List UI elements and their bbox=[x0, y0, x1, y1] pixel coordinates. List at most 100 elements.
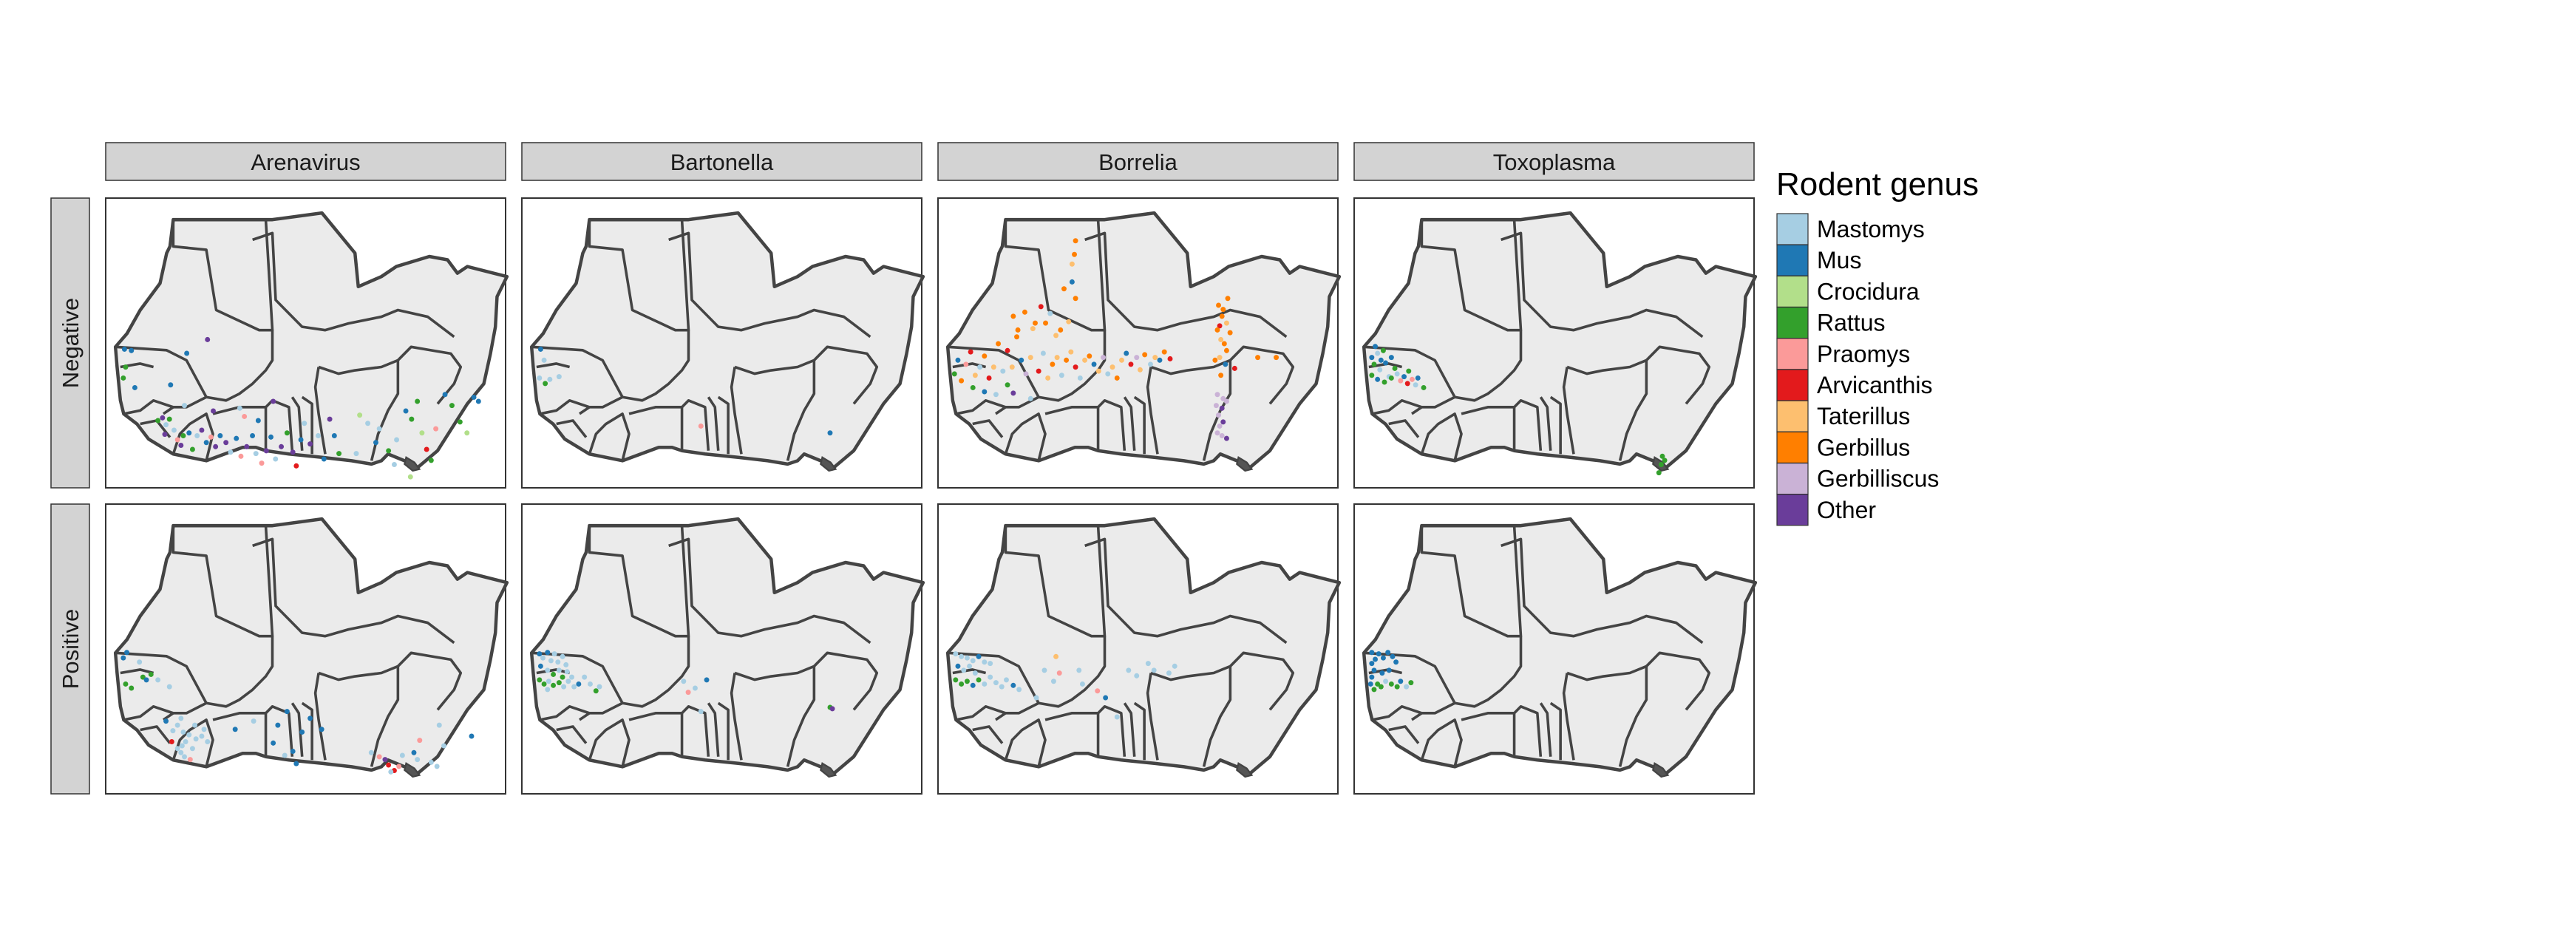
sample-point-rattus bbox=[551, 682, 557, 688]
sample-point-mastomys bbox=[316, 432, 321, 438]
sample-point-mastomys bbox=[1375, 350, 1381, 356]
sample-point-mus bbox=[1223, 361, 1228, 367]
sample-point-other bbox=[382, 757, 388, 763]
sample-point-arvicanthis bbox=[1128, 361, 1134, 367]
sample-point-mastomys bbox=[564, 669, 570, 675]
sample-point-gerbillus bbox=[1220, 307, 1226, 313]
map-panel-arenavirus-negative bbox=[105, 197, 507, 489]
sample-point-other bbox=[1220, 419, 1226, 425]
sample-point-other bbox=[271, 398, 276, 404]
sample-point-mastomys bbox=[189, 746, 195, 752]
sample-point-mastomys bbox=[588, 681, 593, 687]
sample-point-mastomys bbox=[436, 722, 442, 728]
sample-point-mastomys bbox=[982, 659, 988, 665]
sample-point-crocidura bbox=[357, 412, 363, 418]
sample-point-mastomys bbox=[388, 769, 394, 775]
sample-points bbox=[1367, 650, 1414, 693]
sample-point-rattus bbox=[120, 375, 126, 381]
sample-points bbox=[951, 238, 1279, 441]
legend-swatch bbox=[1776, 275, 1809, 307]
sample-point-praomys bbox=[433, 426, 439, 432]
sample-point-rattus bbox=[1388, 681, 1394, 687]
sample-point-rattus bbox=[1382, 379, 1387, 385]
sample-point-mastomys bbox=[565, 679, 571, 684]
sample-point-mastomys bbox=[597, 684, 602, 690]
sample-point-mus bbox=[1369, 355, 1375, 361]
sample-point-mus bbox=[143, 677, 149, 683]
sample-point-mastomys bbox=[681, 679, 687, 684]
sample-points bbox=[953, 651, 1177, 720]
sample-point-mus bbox=[234, 435, 239, 441]
sample-point-mastomys bbox=[178, 715, 184, 721]
sample-point-praomys bbox=[242, 413, 248, 419]
sample-point-mastomys bbox=[548, 658, 554, 664]
sample-point-mastomys bbox=[545, 667, 551, 673]
facet-strip-label: Arenavirus bbox=[251, 149, 360, 175]
sample-point-mus bbox=[403, 408, 409, 414]
sample-point-gerbillus bbox=[1022, 309, 1027, 315]
sample-point-taterillus bbox=[1152, 355, 1158, 361]
facet-strip-negative: Negative bbox=[50, 197, 90, 489]
legend-swatch bbox=[1776, 462, 1809, 495]
sample-point-arvicanthis bbox=[1404, 381, 1410, 387]
sample-point-praomys bbox=[698, 423, 704, 429]
sample-point-mastomys bbox=[282, 752, 288, 758]
sample-point-gerbillus bbox=[1058, 327, 1064, 333]
sample-point-taterillus bbox=[1082, 357, 1088, 363]
sample-point-mastomys bbox=[961, 667, 967, 673]
sample-point-rattus bbox=[1375, 681, 1381, 687]
sample-point-mus bbox=[132, 384, 137, 390]
sample-point-other bbox=[160, 415, 166, 421]
sample-point-mastomys bbox=[1114, 714, 1120, 720]
sample-point-mastomys bbox=[368, 749, 374, 755]
sample-point-rattus bbox=[593, 688, 599, 694]
sample-point-mastomys bbox=[174, 746, 180, 752]
legend-label: Mus bbox=[1817, 247, 1861, 273]
sample-point-mastomys bbox=[1027, 395, 1033, 401]
legend-swatch bbox=[1776, 494, 1809, 526]
sample-point-mus bbox=[373, 440, 378, 446]
sample-point-rattus bbox=[1005, 382, 1010, 388]
sample-point-gerbillus bbox=[1221, 341, 1227, 347]
sample-point-mastomys bbox=[228, 449, 234, 455]
sample-point-taterillus bbox=[1095, 368, 1101, 374]
legend-label: Rattus bbox=[1817, 310, 1885, 336]
sample-point-mus bbox=[331, 432, 337, 438]
sample-point-mus bbox=[411, 749, 417, 755]
sample-point-mastomys bbox=[1050, 679, 1056, 684]
sample-point-praomys bbox=[963, 361, 969, 367]
sample-point-rattus bbox=[1369, 373, 1375, 378]
sample-point-mus bbox=[268, 434, 273, 440]
sample-point-other bbox=[223, 440, 229, 446]
sample-point-arvicanthis bbox=[1167, 356, 1173, 361]
sample-point-mastomys bbox=[1148, 361, 1153, 367]
sample-point-gerbillus bbox=[1033, 320, 1038, 326]
sample-point-mastomys bbox=[982, 681, 988, 687]
sample-point-mus bbox=[1376, 651, 1382, 657]
sample-point-mastomys bbox=[179, 743, 185, 749]
sample-point-praomys bbox=[396, 764, 402, 769]
sample-point-mastomys bbox=[1413, 382, 1418, 388]
sample-point-mastomys bbox=[556, 374, 562, 380]
sample-point-mus bbox=[203, 440, 209, 446]
sample-point-mastomys bbox=[551, 651, 557, 657]
sample-point-rattus bbox=[1388, 375, 1394, 381]
sample-point-mus bbox=[1385, 650, 1391, 656]
sample-point-rattus bbox=[1406, 368, 1412, 374]
sample-point-rattus bbox=[428, 458, 434, 463]
sample-point-rattus bbox=[541, 681, 547, 687]
sample-point-other bbox=[199, 427, 205, 433]
sample-point-gerbilliscus bbox=[1101, 355, 1106, 361]
sample-point-mastomys bbox=[959, 653, 965, 659]
sample-point-mus bbox=[1415, 375, 1421, 381]
sample-point-other bbox=[205, 336, 211, 342]
sample-point-mastomys bbox=[571, 684, 577, 690]
sample-point-mus bbox=[469, 733, 475, 739]
legend-item-other: Other bbox=[1776, 494, 1876, 526]
sample-point-crocidura bbox=[407, 474, 413, 480]
sample-point-mus bbox=[1091, 361, 1097, 367]
sample-point-mus bbox=[955, 357, 961, 363]
sample-points bbox=[1369, 344, 1668, 476]
sample-point-rattus bbox=[1659, 453, 1665, 459]
sample-point-mastomys bbox=[563, 662, 569, 667]
